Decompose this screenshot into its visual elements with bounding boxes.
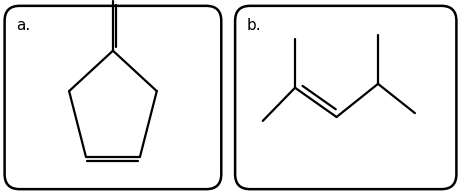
Text: a.: a. — [16, 18, 30, 33]
FancyBboxPatch shape — [5, 6, 221, 189]
Text: b.: b. — [247, 18, 261, 33]
FancyBboxPatch shape — [235, 6, 456, 189]
